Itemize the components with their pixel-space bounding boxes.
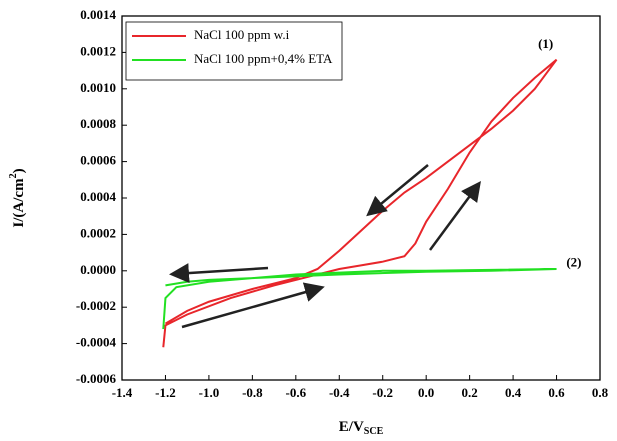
y-tick-label: -0.0006: [76, 371, 117, 386]
y-tick-label: 0.0012: [80, 43, 116, 58]
legend: NaCl 100 ppm w.i NaCl 100 ppm+0,4% ETA: [125, 21, 343, 81]
x-axis-title-sub: SCE: [364, 426, 384, 437]
y-tick-label: 0.0008: [80, 116, 116, 131]
y-axis-title-end: ): [11, 168, 27, 173]
y-axis-title-sup: 2: [8, 173, 19, 178]
x-tick-label: 0.6: [548, 385, 565, 400]
x-axis-title-main: E/V: [339, 419, 364, 435]
y-tick-label: 0.0000: [80, 262, 116, 277]
y-tick-label: -0.0002: [76, 298, 116, 313]
x-tick-label: -1.2: [155, 385, 176, 400]
y-tick-label: 0.0010: [80, 80, 116, 95]
series-line: [162, 267, 557, 330]
y-axis-title-main: I/(A/cm: [11, 178, 27, 228]
series-line: [162, 58, 558, 348]
x-tick-label: -0.4: [329, 385, 350, 400]
annotation: (2): [566, 255, 581, 270]
x-tick-label: 0.4: [505, 385, 522, 400]
arrow: [181, 282, 325, 329]
x-tick-label: -0.2: [372, 385, 393, 400]
arrow: [428, 180, 481, 251]
x-tick-label: -0.6: [286, 385, 307, 400]
x-tick-label: 0.0: [418, 385, 434, 400]
y-tick-label: 0.0002: [80, 225, 116, 240]
legend-label: NaCl 100 ppm+0,4% ETA: [194, 51, 333, 66]
y-tick-label: 0.0006: [80, 153, 116, 168]
legend-label: NaCl 100 ppm w.i: [194, 27, 290, 42]
annotation: (1): [538, 36, 553, 51]
arrow: [366, 164, 429, 217]
x-tick-label: -0.8: [242, 385, 263, 400]
arrow: [169, 263, 269, 284]
x-axis-title: E/VSCE: [339, 419, 384, 437]
x-tick-label: 0.8: [592, 385, 609, 400]
legend-box: [125, 21, 343, 81]
y-axis-title: I/(A/cm2): [8, 168, 27, 227]
x-tick-label: -1.4: [112, 385, 133, 400]
x-tick-label: -1.0: [199, 385, 220, 400]
y-tick-label: 0.0014: [80, 7, 116, 22]
y-tick-label: -0.0004: [76, 335, 117, 350]
x-tick-label: 0.2: [462, 385, 478, 400]
y-tick-label: 0.0004: [80, 189, 116, 204]
